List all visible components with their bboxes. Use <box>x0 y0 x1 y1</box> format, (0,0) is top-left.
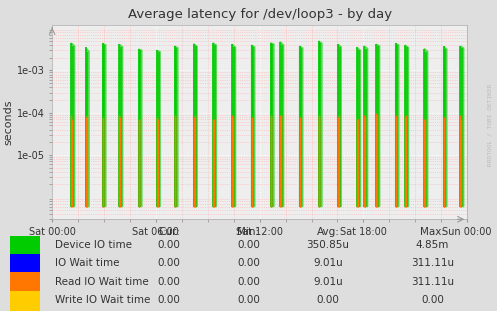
Polygon shape <box>424 49 428 207</box>
Polygon shape <box>364 46 368 207</box>
Text: 4.85m: 4.85m <box>415 240 449 250</box>
Polygon shape <box>194 44 197 207</box>
Polygon shape <box>444 46 447 207</box>
Text: Avg:: Avg: <box>317 227 339 237</box>
Text: 9.01u: 9.01u <box>313 277 343 287</box>
Text: 0.00: 0.00 <box>158 295 180 305</box>
Text: 0.00: 0.00 <box>158 258 180 268</box>
Text: 311.11u: 311.11u <box>411 277 454 287</box>
Polygon shape <box>174 46 178 207</box>
Polygon shape <box>280 42 284 207</box>
Bar <box>10 272 40 295</box>
Polygon shape <box>86 48 89 207</box>
Text: 0.00: 0.00 <box>158 277 180 287</box>
Text: Min:: Min: <box>238 227 259 237</box>
Text: 0.00: 0.00 <box>317 295 339 305</box>
Text: 9.01u: 9.01u <box>313 258 343 268</box>
Polygon shape <box>319 41 322 207</box>
Y-axis label: seconds: seconds <box>4 99 14 145</box>
Text: Device IO time: Device IO time <box>55 240 132 250</box>
Bar <box>10 236 40 258</box>
Polygon shape <box>139 49 142 207</box>
Polygon shape <box>357 48 360 207</box>
Text: Read IO Wait time: Read IO Wait time <box>55 277 149 287</box>
Text: 0.00: 0.00 <box>421 295 444 305</box>
Polygon shape <box>72 43 75 207</box>
Text: IO Wait time: IO Wait time <box>55 258 119 268</box>
Polygon shape <box>251 45 255 207</box>
Polygon shape <box>119 44 123 207</box>
Text: 0.00: 0.00 <box>237 258 260 268</box>
Polygon shape <box>157 50 160 207</box>
Polygon shape <box>338 44 341 207</box>
Text: 0.00: 0.00 <box>237 277 260 287</box>
Title: Average latency for /dev/loop3 - by day: Average latency for /dev/loop3 - by day <box>128 8 392 21</box>
Polygon shape <box>405 45 409 207</box>
Text: 0.00: 0.00 <box>237 295 260 305</box>
Polygon shape <box>396 43 399 207</box>
Polygon shape <box>213 43 217 207</box>
Text: 311.11u: 311.11u <box>411 258 454 268</box>
Text: Cur:: Cur: <box>158 227 180 237</box>
Bar <box>10 254 40 276</box>
Polygon shape <box>376 44 380 207</box>
Text: Write IO Wait time: Write IO Wait time <box>55 295 150 305</box>
Bar <box>10 291 40 311</box>
Polygon shape <box>460 46 464 207</box>
Polygon shape <box>271 43 274 207</box>
Text: Max:: Max: <box>420 227 445 237</box>
Polygon shape <box>102 43 106 207</box>
Text: 0.00: 0.00 <box>158 240 180 250</box>
Polygon shape <box>300 46 303 207</box>
Text: 350.85u: 350.85u <box>307 240 349 250</box>
Polygon shape <box>232 44 236 207</box>
Text: RRDTOOL / TOBI OETIKER: RRDTOOL / TOBI OETIKER <box>487 83 492 166</box>
Text: 0.00: 0.00 <box>237 240 260 250</box>
